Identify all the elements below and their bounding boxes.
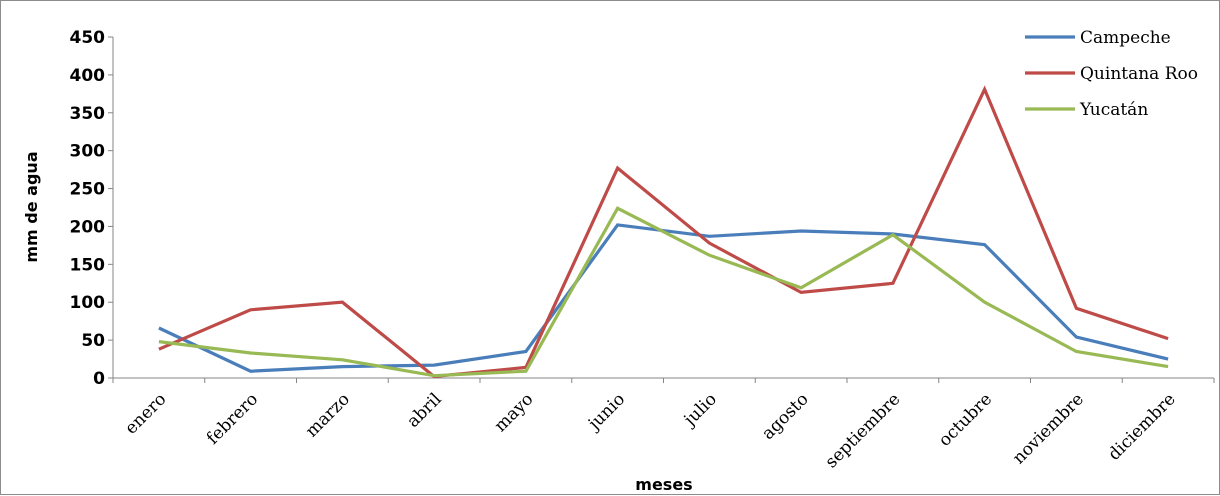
y-tick-label: 400 (70, 66, 106, 86)
x-tick-label: marzo (302, 389, 354, 441)
x-tick-label: febrero (203, 389, 262, 448)
y-tick-label: 250 (70, 180, 106, 200)
x-tick-label: abril (403, 389, 445, 431)
x-tick-label: agosto (758, 389, 812, 443)
x-tick-label: octubre (935, 389, 996, 450)
x-tick-label: julio (679, 389, 721, 431)
legend-label: Yucatán (1079, 100, 1148, 120)
legend-label: Quintana Roo (1080, 64, 1198, 84)
y-tick-label: 100 (70, 293, 106, 313)
legend-label: Campeche (1080, 28, 1171, 48)
y-tick-label: 450 (70, 28, 106, 48)
series-line-1 (158, 223, 1169, 373)
y-axis-title: mm de agua (22, 151, 41, 262)
y-tick-label: 350 (70, 104, 106, 124)
y-tick-label: 150 (70, 255, 106, 275)
series-line-2 (158, 85, 1169, 379)
x-tick-label: septiembre (822, 389, 905, 472)
x-tick-label: junio (583, 389, 629, 435)
x-tick-label: enero (121, 389, 170, 438)
x-tick-label: noviembre (1009, 389, 1088, 468)
y-tick-label: 50 (81, 331, 105, 351)
y-tick-label: 300 (70, 142, 106, 162)
x-tick-label: diciembre (1104, 389, 1179, 464)
y-tick-label: 0 (93, 369, 105, 389)
x-axis-title: meses (635, 475, 692, 494)
y-tick-label: 200 (70, 217, 106, 237)
x-tick-label: mayo (491, 389, 538, 436)
series-line-3 (158, 206, 1169, 378)
